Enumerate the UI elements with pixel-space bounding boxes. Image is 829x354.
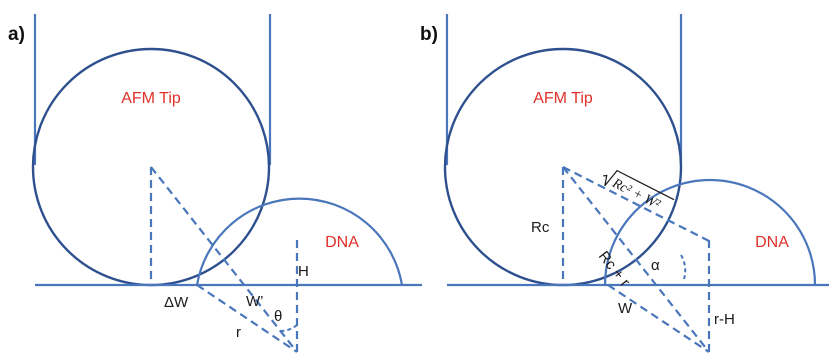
dna-arc xyxy=(195,197,404,286)
dna-label: DNA xyxy=(325,234,359,251)
dna-radius-dashed xyxy=(196,284,298,353)
rc-plus-r-label-group: Rc + r xyxy=(595,248,633,290)
w-label: W xyxy=(618,300,633,317)
w-prime-label: W’ xyxy=(246,293,264,310)
alpha-label: α xyxy=(651,257,660,274)
panel-b: b) AFM Tip DNA Rc Rc + r α W r-H Rc² + W… xyxy=(420,14,829,353)
panel-a: a) AFM Tip DNA ΔW W’ H r θ xyxy=(8,14,422,353)
afm-tip-label: AFM Tip xyxy=(121,90,181,107)
h-label: H xyxy=(298,263,309,280)
r-minus-h-label: r-H xyxy=(714,311,735,328)
afm-tip-label: AFM Tip xyxy=(533,90,593,107)
tip-to-dna-center-dashed xyxy=(150,166,298,353)
rc-plus-r-dashed xyxy=(562,166,710,353)
dna-label: DNA xyxy=(755,234,789,251)
panel-a-label: a) xyxy=(8,24,25,45)
rc-label: Rc xyxy=(531,219,550,236)
theta-label: θ xyxy=(274,308,282,325)
sqrt-radical-sign xyxy=(603,169,675,201)
sqrt-hypotenuse-dashed xyxy=(562,166,710,242)
dna-arc xyxy=(603,178,817,286)
rc-plus-r-label: Rc + r xyxy=(595,248,633,290)
sqrt-inner-label: Rc² + W² xyxy=(609,176,663,213)
alpha-angle-arc xyxy=(680,254,687,280)
delta-w-label: ΔW xyxy=(164,294,189,311)
w-dashed xyxy=(607,284,710,353)
panel-b-label: b) xyxy=(420,24,438,45)
r-label: r xyxy=(236,324,241,341)
theta-angle-arc xyxy=(277,324,298,333)
